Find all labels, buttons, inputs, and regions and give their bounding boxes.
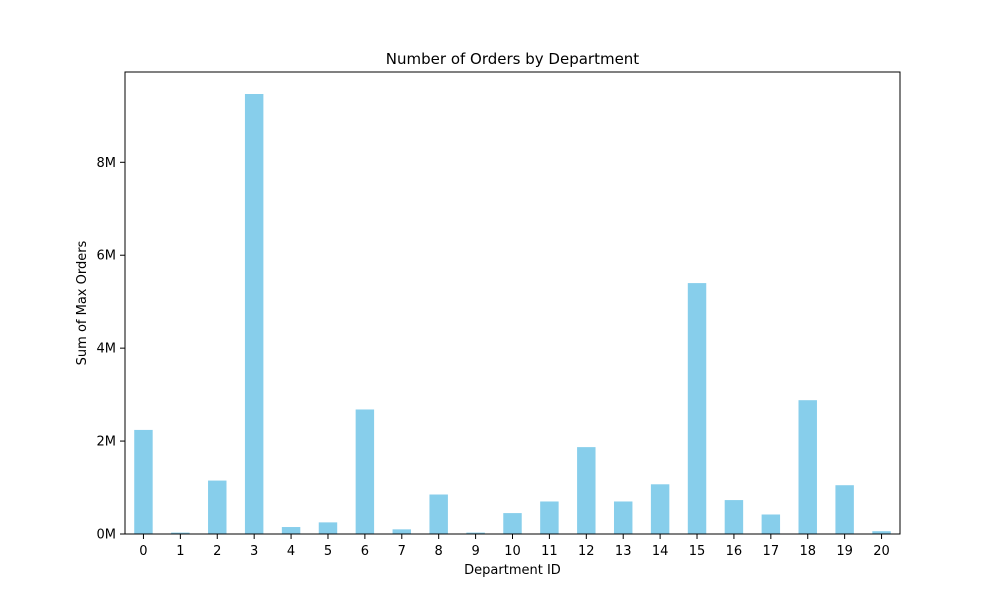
bar-dept-4 xyxy=(281,527,301,534)
x-tick-label: 8 xyxy=(435,544,443,559)
x-tick-label: 20 xyxy=(873,544,890,559)
x-tick-label: 7 xyxy=(398,544,406,559)
y-axis: 0M 2M 4M 6M 8M xyxy=(97,156,125,543)
chart-title: Number of Orders by Department xyxy=(386,50,640,68)
y-axis-label: Sum of Max Orders xyxy=(75,240,90,365)
bar-dept-9 xyxy=(466,532,485,534)
x-axis: 0 1 2 3 4 5 6 7 8 9 10 11 12 13 14 15 16 17 18 19 20 xyxy=(139,534,890,559)
x-tick-label: 5 xyxy=(324,544,332,559)
bar-dept-6 xyxy=(355,409,375,534)
y-tick-label: 4M xyxy=(97,342,117,357)
bar-dept-19 xyxy=(835,485,854,534)
x-tick-label: 12 xyxy=(578,544,595,559)
bar-dept-2 xyxy=(208,480,227,534)
y-tick-label: 0M xyxy=(97,528,117,543)
y-tick-label: 6M xyxy=(97,249,117,264)
x-tick-label: 4 xyxy=(287,544,295,559)
x-tick-label: 1 xyxy=(176,544,184,559)
x-tick-label: 11 xyxy=(541,544,558,559)
bars-group xyxy=(134,94,891,534)
bar-dept-20 xyxy=(872,531,891,534)
bar-dept-15 xyxy=(687,283,707,534)
x-tick-label: 17 xyxy=(763,544,780,559)
x-tick-label: 0 xyxy=(139,544,147,559)
bar-dept-1 xyxy=(171,532,190,534)
bar-dept-7 xyxy=(392,529,412,534)
x-tick-label: 16 xyxy=(726,544,743,559)
bar-dept-10 xyxy=(503,513,522,534)
bar-dept-13 xyxy=(613,501,633,534)
y-tick-label: 2M xyxy=(97,435,117,450)
x-tick-label: 10 xyxy=(504,544,521,559)
bar-dept-0 xyxy=(134,429,153,534)
x-tick-label: 19 xyxy=(836,544,853,559)
x-tick-label: 3 xyxy=(250,544,258,559)
x-tick-label: 9 xyxy=(471,544,479,559)
x-tick-label: 15 xyxy=(689,544,706,559)
x-tick-label: 13 xyxy=(615,544,632,559)
x-tick-label: 18 xyxy=(799,544,816,559)
x-tick-label: 6 xyxy=(361,544,369,559)
bar-dept-14 xyxy=(650,484,670,534)
bar-dept-18 xyxy=(798,400,817,534)
bar-dept-3 xyxy=(244,94,264,534)
x-tick-label: 2 xyxy=(213,544,221,559)
bar-dept-17 xyxy=(761,514,781,534)
x-axis-label: Department ID xyxy=(464,563,561,578)
bar-dept-16 xyxy=(724,500,744,534)
bar-dept-11 xyxy=(540,501,559,534)
bar-dept-5 xyxy=(318,522,338,534)
y-tick-label: 8M xyxy=(97,156,117,171)
bar-dept-8 xyxy=(429,494,448,534)
x-tick-label: 14 xyxy=(652,544,669,559)
bar-dept-12 xyxy=(577,447,596,534)
